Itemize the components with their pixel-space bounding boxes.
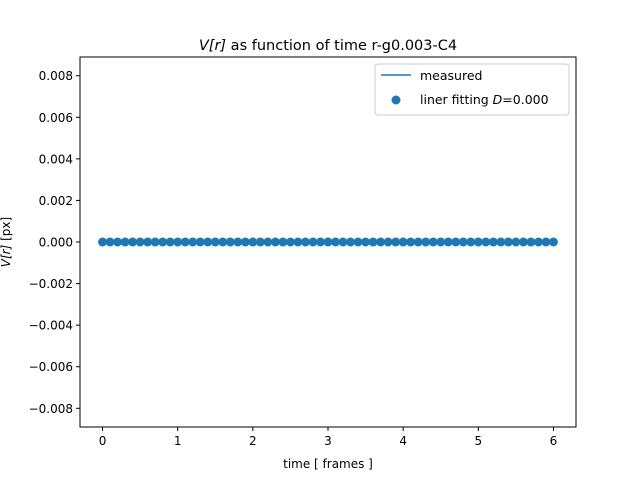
scatter-point (293, 237, 303, 247)
scatter-point (331, 237, 341, 247)
scatter-point (165, 237, 175, 247)
scatter-point (338, 237, 348, 247)
scatter-point (503, 237, 513, 247)
scatter-point (496, 237, 506, 247)
axes-frame (79, 56, 577, 428)
scatter-point (368, 237, 378, 247)
scatter-point (173, 237, 183, 247)
scatter-point (533, 237, 543, 247)
y-tick-label: 0.004 (39, 152, 73, 166)
y-tick-label: −0.006 (29, 360, 73, 374)
scatter-point (428, 237, 438, 247)
scatter-point (180, 237, 190, 247)
legend: measured liner fitting D=0.000 (374, 63, 570, 116)
scatter-point (323, 237, 333, 247)
scatter-point (548, 237, 558, 247)
scatter-point (458, 237, 468, 247)
y-axis-label: V[r] [px] (0, 217, 13, 267)
scatter-point (346, 237, 356, 247)
scatter-point (383, 237, 393, 247)
legend-entry-measured: measured (420, 68, 482, 83)
scatter-point (128, 237, 138, 247)
x-axis-label: time [ frames ] (283, 457, 373, 471)
scatter-point (285, 237, 295, 247)
scatter-point (270, 237, 280, 247)
scatter-point (105, 237, 115, 247)
scatter-point (150, 237, 160, 247)
scatter-point (300, 237, 310, 247)
scatter-point (361, 237, 371, 247)
legend-entry-fit: liner fitting D=0.000 (420, 92, 549, 107)
x-tick-label: 1 (174, 434, 182, 448)
scatter-point (315, 237, 325, 247)
y-tick-label: 0.002 (39, 194, 73, 208)
x-axis: 0 1 2 3 4 5 6 (99, 427, 558, 448)
y-tick-label: −0.002 (29, 277, 73, 291)
chart-title: V[r] as function of time r-g0.003-C4 (199, 38, 457, 54)
scatter-point (436, 237, 446, 247)
scatter-point (225, 237, 235, 247)
scatter-point (143, 237, 153, 247)
scatter-point (421, 237, 431, 247)
x-tick-label: 4 (399, 434, 407, 448)
x-tick-label: 3 (324, 434, 332, 448)
y-tick-label: 0.006 (39, 111, 73, 125)
scatter-point (248, 237, 258, 247)
scatter-point (135, 237, 145, 247)
scatter-point (488, 237, 498, 247)
x-tick-label: 6 (550, 434, 558, 448)
scatter-point (218, 237, 228, 247)
y-tick-label: −0.004 (29, 319, 73, 333)
scatter-point (413, 237, 423, 247)
legend-scatter-marker (391, 95, 401, 105)
scatter-point (188, 237, 198, 247)
scatter-point (113, 237, 123, 247)
legend-frame (374, 63, 570, 116)
scatter-point (526, 237, 536, 247)
scatter-point (240, 237, 250, 247)
scatter-point (233, 237, 243, 247)
scatter-point (203, 237, 213, 247)
scatter-point (443, 237, 453, 247)
scatter-point (263, 237, 273, 247)
scatter-point (158, 237, 168, 247)
scatter-point (481, 237, 491, 247)
scatter-point (541, 237, 551, 247)
scatter-point (278, 237, 288, 247)
scatter-point (353, 237, 363, 247)
x-tick-label: 2 (249, 434, 257, 448)
scatter-point (466, 237, 476, 247)
scatter-point (391, 237, 401, 247)
scatter-point (376, 237, 386, 247)
scatter-point (518, 237, 528, 247)
y-tick-label: 0.000 (39, 236, 73, 250)
scatter-point (398, 237, 408, 247)
scatter-point (120, 237, 130, 247)
y-tick-label: 0.008 (39, 69, 73, 83)
scatter-point (511, 237, 521, 247)
x-tick-label: 0 (99, 434, 107, 448)
scatter-point (473, 237, 483, 247)
y-axis: −0.008 −0.006 −0.004 −0.002 0.000 0.002 0.004 0… (29, 69, 80, 416)
scatter-point (451, 237, 461, 247)
scatter-point (255, 237, 265, 247)
scatter-point (98, 237, 108, 247)
plot-area (98, 237, 558, 247)
scatter-point (308, 237, 318, 247)
x-tick-label: 5 (474, 434, 482, 448)
scatter-point (406, 237, 416, 247)
scatter-point (210, 237, 220, 247)
scatter-point (195, 237, 205, 247)
y-tick-label: −0.008 (29, 402, 73, 416)
